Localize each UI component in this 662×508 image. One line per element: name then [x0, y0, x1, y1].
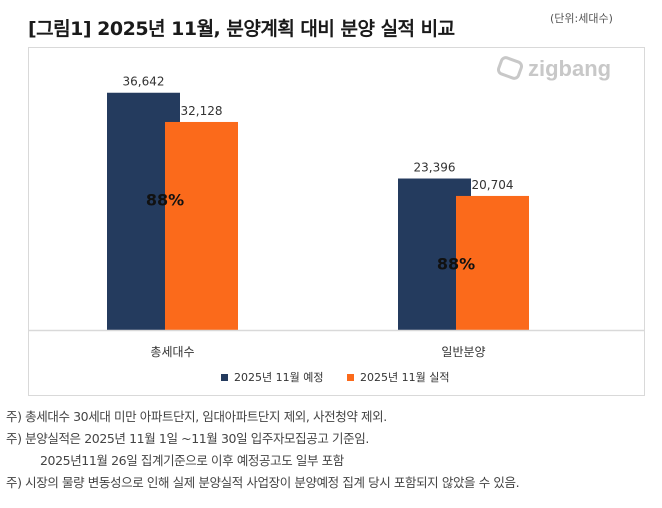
footnote: 2025년11월 26일 집계기준으로 이후 예정공고도 일부 포함	[40, 453, 344, 468]
ratio-label: 88%	[437, 254, 475, 273]
bar-chart: 36,642 32,128 88% 총세대수 23,396 20,704 88% 일반분양	[29, 75, 644, 359]
logo-text: zigbang	[528, 56, 612, 81]
legend-label: 2025년 11월 실적	[360, 371, 450, 384]
footnote: 주) 총세대수 30세대 미만 아파트단지, 임대아파트단지 제외, 사전청약 …	[6, 409, 387, 424]
legend-item-actual: 2025년 11월 실적	[347, 369, 449, 385]
unit-label: (단위:세대수)	[550, 12, 613, 25]
legend-item-plan: 2025년 11월 예정	[221, 369, 323, 385]
category-label: 총세대수	[150, 345, 194, 359]
footnote: 주) 분양실적은 2025년 11월 1일 ~11월 30일 입주자모집공고 기…	[6, 431, 369, 446]
data-label: 20,704	[472, 178, 514, 192]
ratio-label: 88%	[146, 190, 184, 209]
legend-swatch-actual	[347, 373, 354, 381]
bar-actual	[456, 195, 529, 330]
data-label: 23,396	[414, 161, 456, 175]
footnote: 주) 시장의 물량 변동성으로 인해 실제 분양실적 사업장이 분양예정 집계 …	[6, 475, 520, 490]
data-label: 36,642	[123, 75, 165, 89]
legend-swatch-plan	[221, 373, 228, 381]
figure-title: [그림1] 2025년 11월, 분양계획 대비 분양 실적 비교	[28, 18, 455, 40]
legend-label: 2025년 11월 예정	[234, 371, 324, 384]
footnotes: 주) 총세대수 30세대 미만 아파트단지, 임대아파트단지 제외, 사전청약 …	[6, 406, 520, 494]
bar-actual	[165, 121, 238, 331]
data-label: 32,128	[181, 104, 223, 118]
category-label: 일반분양	[441, 345, 485, 359]
zigbang-logo: zigbang	[495, 54, 612, 82]
chart-frame	[28, 47, 645, 396]
